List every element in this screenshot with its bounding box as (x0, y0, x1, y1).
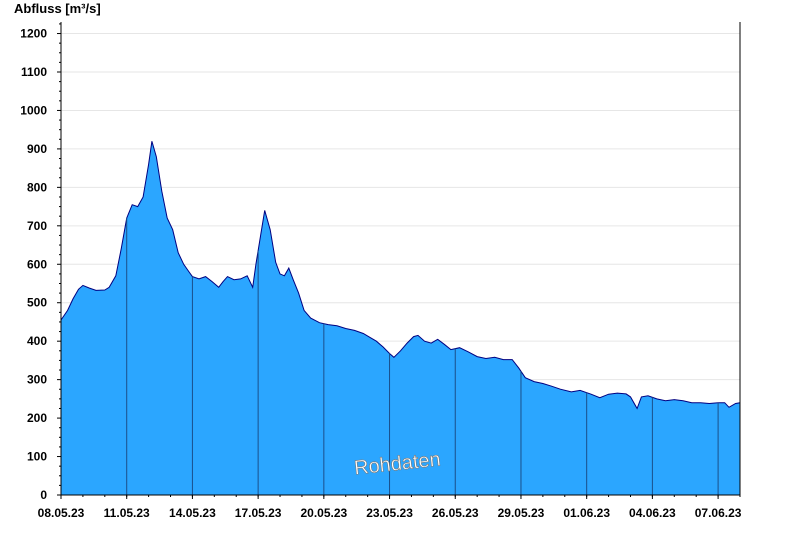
x-tick-label: 11.05.23 (104, 506, 150, 520)
series-area (60, 141, 741, 495)
x-tick-label: 23.05.23 (366, 506, 413, 520)
y-tick-label: 700 (27, 219, 47, 233)
y-tick-label: 1000 (20, 103, 47, 117)
y-tick-labels: 0 100 200 300 400 500 600 700 800 900 1000 1100 1200 (20, 27, 47, 502)
axes (57, 22, 741, 499)
x-tick-label: 20.05.23 (300, 506, 347, 520)
y-tick-label: 400 (27, 334, 47, 348)
x-tick-label: 14.05.23 (169, 506, 216, 520)
x-tick-label: 29.05.23 (498, 506, 545, 520)
series-fill (61, 141, 740, 495)
y-tick-label: 1100 (21, 65, 47, 79)
day-separators (126, 218, 719, 495)
y-tick-label: 1200 (20, 27, 47, 41)
y-tick-label: 500 (27, 296, 47, 310)
series-line (60, 141, 741, 410)
y-axis-label: Abfluss [m³/s] (14, 1, 101, 16)
x-tick-label: 04.06.23 (629, 506, 676, 520)
y-tick-label: 300 (27, 373, 47, 387)
x-tick-label: 17.05.23 (235, 506, 282, 520)
x-tick-label: 07.06.23 (695, 506, 742, 520)
y-tick-label: 800 (27, 180, 47, 194)
y-tick-label: 200 (27, 411, 47, 425)
x-tick-label: 26.05.23 (432, 506, 479, 520)
x-tick-label: 01.06.23 (563, 506, 610, 520)
y-tick-label: 100 (27, 450, 47, 464)
x-tick-labels: 08.05.23 11.05.23 14.05.23 17.05.23 20.05.23… (38, 506, 742, 520)
x-tick-label: 08.05.23 (38, 506, 85, 520)
y-tick-label: 600 (27, 257, 47, 271)
y-tick-label: 0 (40, 488, 47, 502)
y-tick-label: 900 (27, 142, 47, 156)
